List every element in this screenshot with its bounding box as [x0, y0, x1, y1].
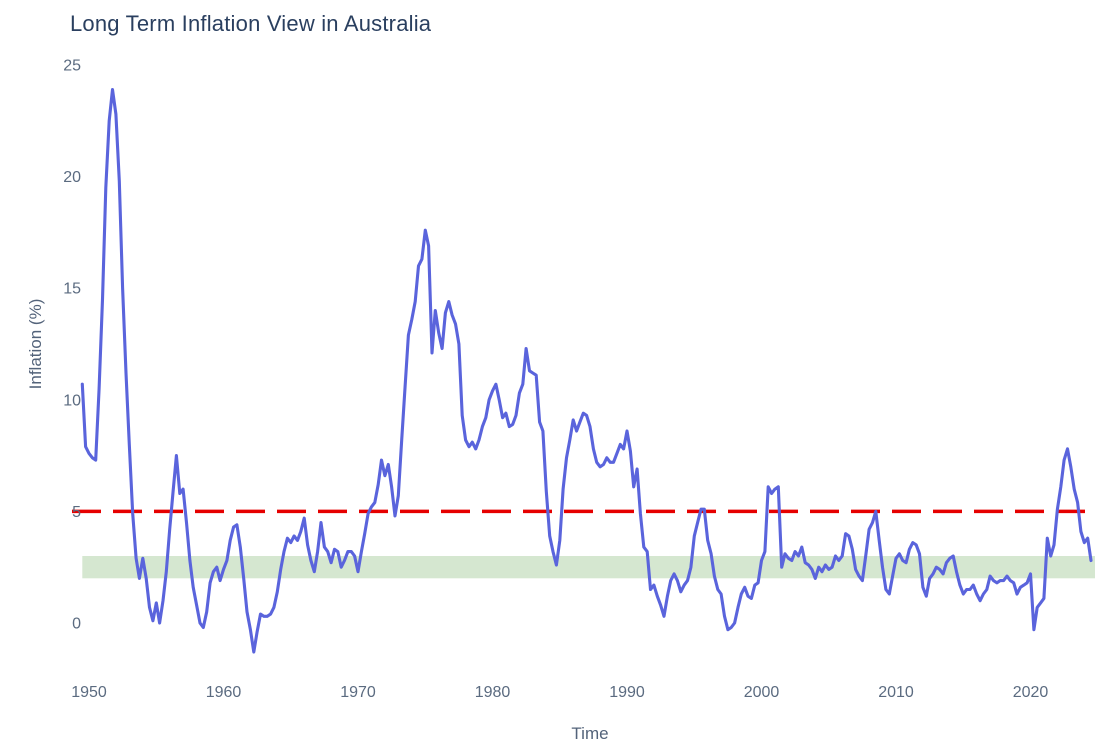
x-tick-label: 2020	[1013, 684, 1049, 701]
x-tick-label: 2000	[744, 684, 780, 701]
y-tick-label: 20	[63, 169, 81, 186]
x-tick-label: 1970	[340, 684, 376, 701]
y-tick-label: 25	[63, 58, 81, 75]
y-tick-label: 0	[72, 616, 81, 633]
x-tick-label: 1990	[609, 684, 645, 701]
inflation-line	[80, 88, 1093, 654]
x-tick-label: 1950	[71, 684, 107, 701]
y-tick-label: 5	[72, 504, 81, 521]
y-tick-label: 15	[63, 281, 81, 298]
x-axis-title: Time	[571, 724, 609, 743]
target-band	[82, 556, 1096, 579]
x-tick-label: 2010	[878, 684, 914, 701]
x-tick-label: 1980	[475, 684, 511, 701]
y-tick-label: 10	[63, 392, 81, 409]
chart-title: Long Term Inflation View in Australia	[70, 11, 432, 36]
x-tick-label: 1960	[206, 684, 242, 701]
